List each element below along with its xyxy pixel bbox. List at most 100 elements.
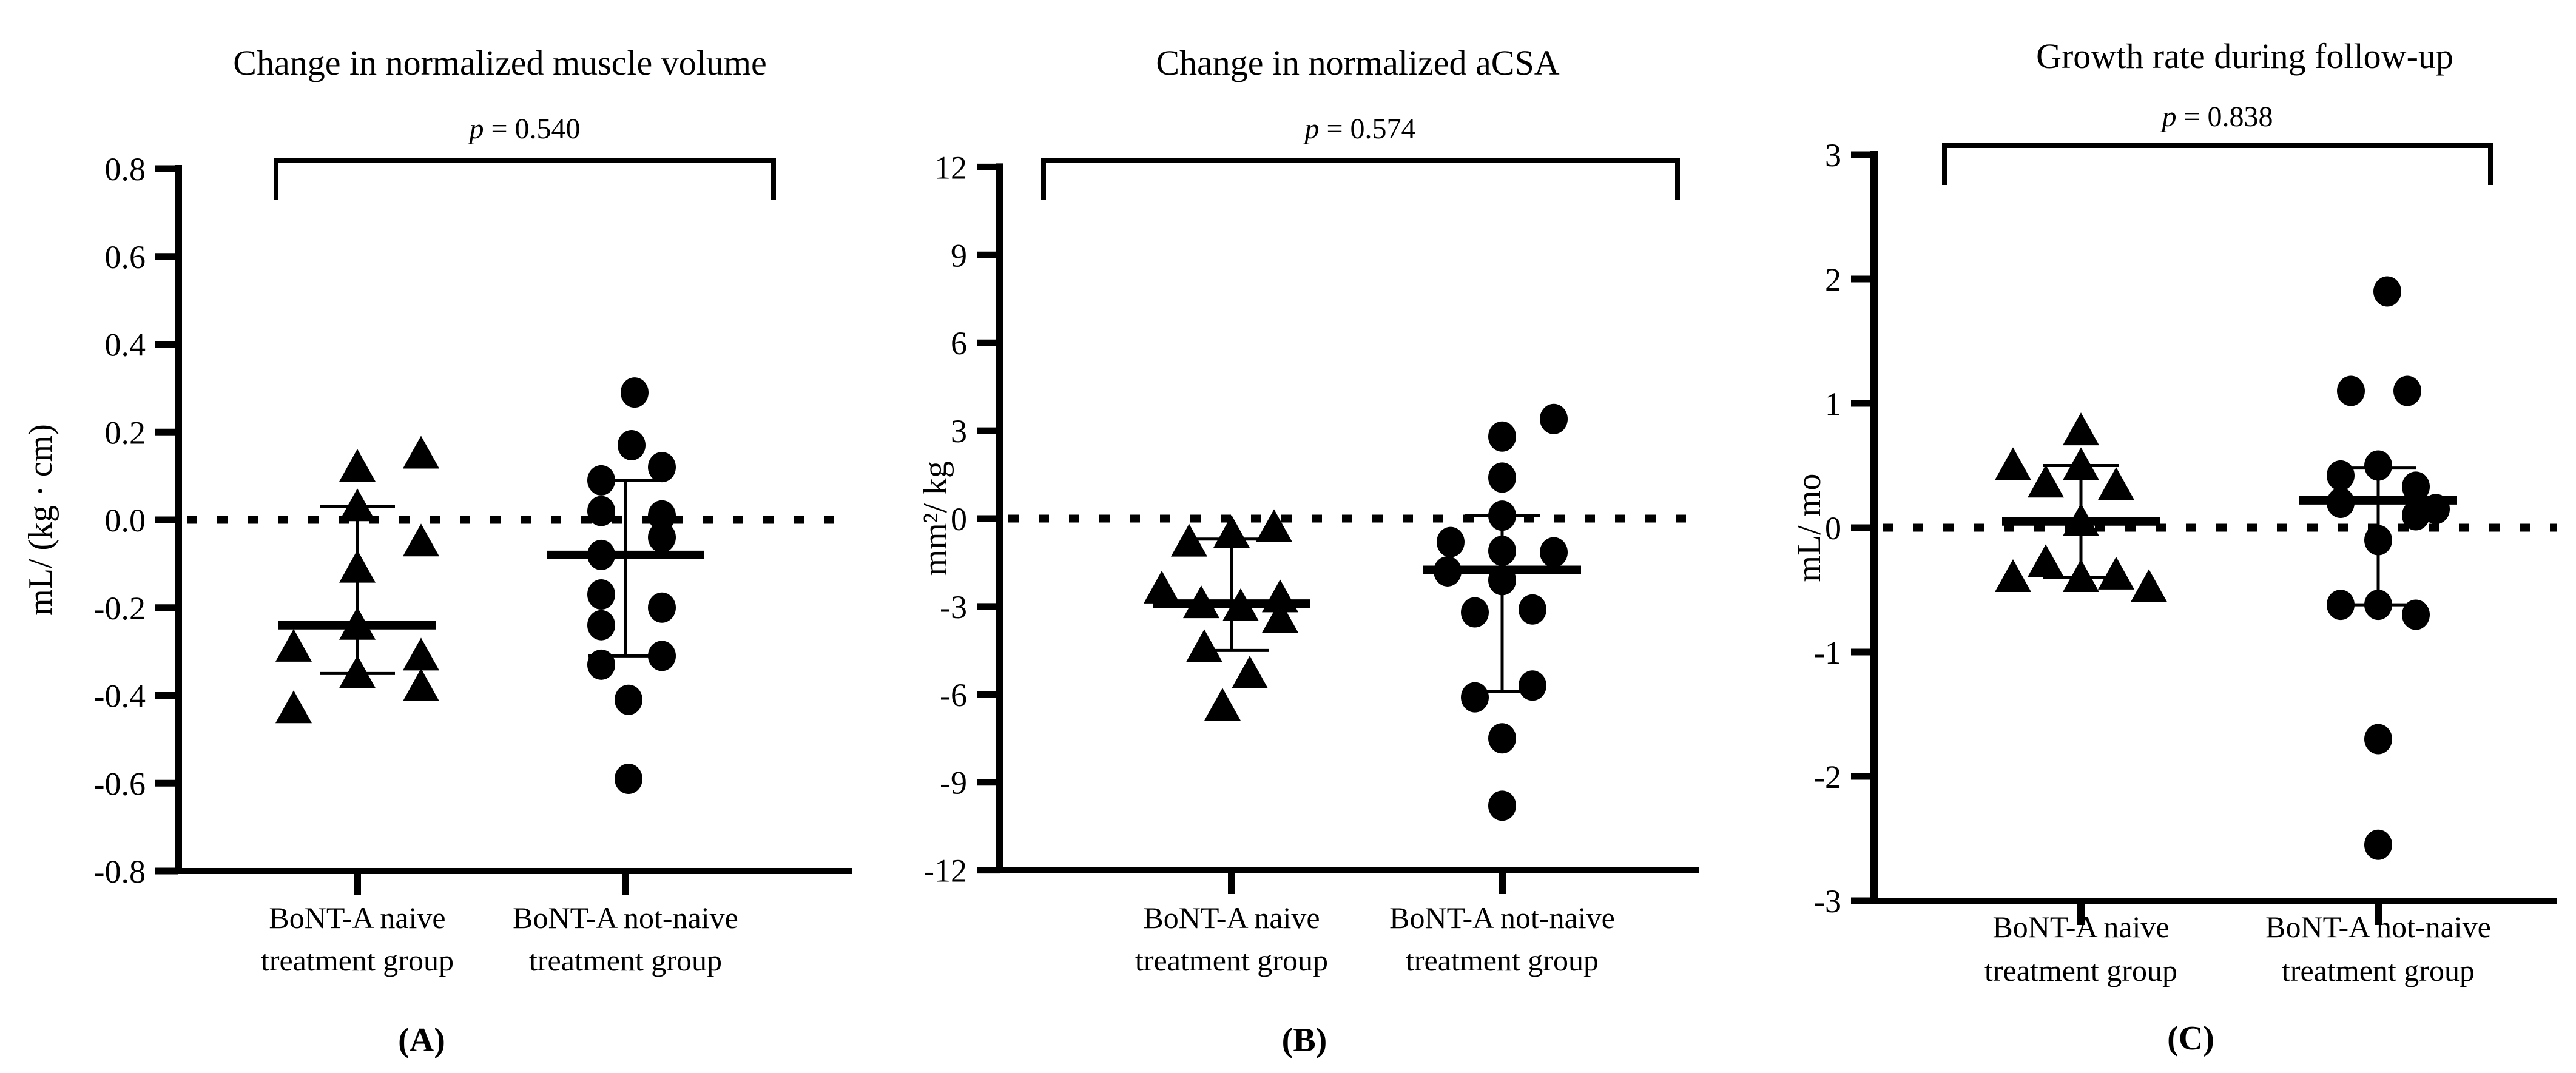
data-point-triangle: [2063, 412, 2099, 446]
data-point-circle: [1488, 421, 1516, 452]
data-point-circle: [648, 522, 676, 553]
panel-letter: (C): [2167, 1020, 2214, 1057]
data-point-circle: [1488, 536, 1516, 567]
data-point-triangle: [2028, 465, 2064, 498]
data-point-circle: [1488, 500, 1516, 531]
data-point-triangle: [1186, 629, 1222, 662]
data-point-circle: [587, 649, 615, 680]
data-point-triangle: [2028, 544, 2064, 577]
data-point-circle: [587, 610, 615, 641]
panel-title: Growth rate during follow-up: [2036, 36, 2453, 76]
data-point-circle: [2327, 460, 2355, 491]
y-tick-label: -0.2: [94, 590, 146, 627]
data-point-circle: [1519, 670, 1546, 701]
data-point-triangle: [339, 488, 376, 522]
y-tick-label: 0.8: [105, 151, 146, 187]
data-point-triangle: [339, 550, 376, 583]
data-point-triangle: [2063, 559, 2099, 592]
x-category-label-line2: treatment group: [2282, 954, 2475, 987]
p-value-label: p = 0.838: [2160, 101, 2273, 133]
x-category-label-line2: treatment group: [1406, 943, 1599, 977]
data-point-circle: [615, 684, 642, 715]
data-point-triangle: [2063, 447, 2099, 480]
panel-B: 12 9 6 3 0 -3 -6 -9 -12 p = 0.574 Change in normal…: [917, 43, 1699, 1059]
panel-letter: (B): [1282, 1021, 1327, 1059]
data-point-triangle: [2098, 556, 2134, 590]
data-point-triangle: [1995, 559, 2031, 592]
data-point-circle: [1437, 526, 1465, 557]
y-tick-label: -0.4: [94, 678, 146, 715]
y-tick-label: -3: [940, 589, 967, 625]
data-point-circle: [1461, 682, 1489, 713]
y-tick-label: -9: [940, 765, 967, 801]
x-category-label-line1: BoNT-A naive: [1143, 901, 1320, 935]
data-point-triangle: [1256, 509, 1292, 542]
data-point-triangle: [1213, 515, 1250, 548]
data-point-circle: [1540, 537, 1568, 568]
data-point-triangle: [403, 668, 439, 702]
data-point-circle: [615, 764, 642, 795]
data-point-triangle: [403, 436, 439, 469]
x-category-label-line2: treatment group: [529, 943, 722, 977]
y-tick-label: -6: [940, 677, 967, 713]
y-tick-label: 0.6: [105, 239, 146, 275]
significance-bracket: [1942, 143, 2493, 185]
y-tick-label: -3: [1814, 883, 1841, 920]
y-tick-label: -2: [1814, 759, 1841, 795]
data-point-circle: [2393, 375, 2421, 406]
y-axis-label: mL/ (kg · cm): [22, 424, 59, 616]
y-tick-label: 2: [1825, 261, 1841, 298]
y-tick-label: 9: [951, 237, 967, 274]
x-category-label-line1: BoNT-A naive: [1992, 910, 2169, 944]
data-point-circle: [1461, 597, 1489, 628]
data-point-triangle: [339, 655, 376, 688]
panel-letter: (A): [398, 1021, 445, 1059]
p-value-label: p = 0.540: [467, 113, 580, 145]
y-tick-label: -1: [1814, 634, 1841, 671]
data-point-circle: [648, 641, 676, 671]
p-value-label: p = 0.574: [1303, 113, 1415, 145]
y-axis-label: mL/ mo: [1790, 474, 1828, 582]
data-point-circle: [587, 465, 615, 496]
data-point-circle: [587, 579, 615, 610]
data-point-circle: [2402, 471, 2430, 502]
data-point-circle: [587, 496, 615, 526]
data-point-circle: [2364, 590, 2392, 621]
data-point-circle: [2364, 829, 2392, 860]
y-tick-label: 0: [1825, 510, 1841, 547]
data-point-circle: [621, 377, 649, 408]
y-tick-label: 0.0: [105, 502, 146, 539]
data-point-circle: [648, 592, 676, 623]
data-point-circle: [1519, 594, 1546, 625]
panel-title: Change in normalized muscle volume: [233, 43, 766, 82]
x-category-label-line2: treatment group: [1984, 954, 2177, 987]
y-tick-label: -0.8: [94, 853, 146, 890]
panel-title: Change in normalized aCSA: [1156, 43, 1559, 82]
y-tick-label: -12: [923, 853, 967, 889]
y-tick-label: -0.6: [94, 765, 146, 802]
data-point-circle: [2402, 500, 2430, 531]
x-category-label-line2: treatment group: [261, 943, 454, 977]
significance-bracket: [1041, 158, 1680, 200]
data-point-circle: [648, 500, 676, 531]
data-point-circle: [2337, 375, 2365, 406]
data-point-triangle: [403, 523, 439, 557]
x-category-label-line1: BoNT-A not-naive: [513, 901, 738, 935]
data-point-triangle: [2131, 569, 2167, 602]
y-tick-label: 0.2: [105, 414, 146, 451]
y-tick-label: 3: [1825, 137, 1841, 173]
x-category-label-line2: treatment group: [1135, 943, 1328, 977]
data-point-circle: [2373, 276, 2401, 307]
y-tick-label: 1: [1825, 386, 1841, 422]
data-point-triangle: [1144, 570, 1180, 604]
data-point-circle: [1488, 462, 1516, 493]
y-tick-label: 12: [934, 149, 967, 186]
x-category-label-line1: BoNT-A not-naive: [2265, 910, 2491, 944]
data-point-triangle: [1262, 600, 1298, 633]
y-tick-label: 0: [951, 501, 967, 537]
data-point-circle: [618, 429, 646, 460]
y-tick-label: 3: [951, 413, 967, 449]
data-point-circle: [1540, 403, 1568, 434]
y-tick-label: 0.4: [105, 327, 146, 363]
